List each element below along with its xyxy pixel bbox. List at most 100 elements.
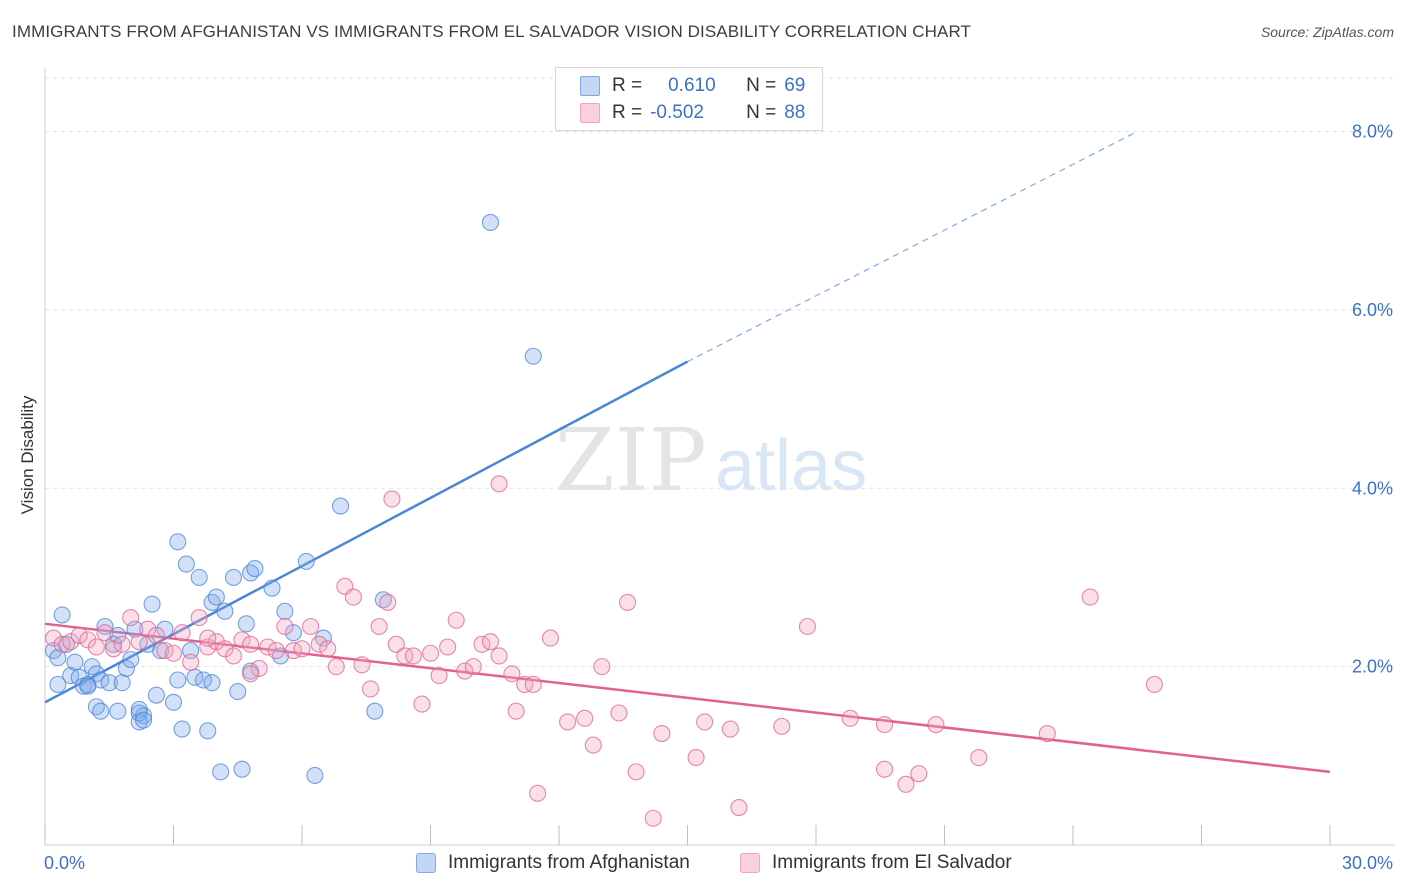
data-point (70, 626, 88, 644)
data-point (327, 658, 345, 676)
data-point (490, 475, 508, 493)
legend-n-label: N = (746, 102, 777, 123)
data-point (147, 686, 165, 704)
data-point (897, 775, 915, 793)
y-axis-label: Vision Disability (18, 395, 37, 514)
data-point (199, 629, 217, 647)
data-point (212, 763, 230, 781)
data-point (383, 490, 401, 508)
data-point (139, 620, 157, 638)
data-point (182, 642, 200, 660)
data-point (79, 677, 97, 695)
data-point (696, 713, 714, 731)
data-point (361, 680, 380, 698)
data-point (841, 709, 859, 727)
data-point (559, 713, 577, 731)
data-point (259, 638, 277, 656)
data-point (276, 602, 294, 620)
x-tick-label: 0.0% (44, 853, 85, 873)
data-point (541, 629, 559, 647)
data-point (237, 615, 255, 633)
data-point (156, 620, 174, 638)
data-point (216, 602, 234, 620)
data-point (117, 659, 135, 677)
data-point (169, 671, 187, 689)
data-point (199, 638, 217, 656)
data-point (147, 626, 165, 644)
legend-r-value: -0.502 (650, 102, 704, 123)
data-point (456, 662, 474, 680)
series-afghanistan (45, 213, 542, 784)
chart-title: IMMIGRANTS FROM AFGHANISTAN VS IMMIGRANT… (12, 22, 972, 41)
data-point (100, 674, 118, 692)
data-point (104, 635, 123, 653)
data-point (627, 763, 645, 781)
data-point (113, 635, 131, 653)
data-point (190, 568, 208, 586)
data-point (875, 716, 894, 734)
data-point (910, 765, 928, 783)
watermark-zip: ZIP (555, 411, 707, 511)
data-point (430, 666, 448, 685)
legend-swatch-blue (416, 853, 436, 873)
data-point (970, 749, 988, 767)
data-point (529, 784, 547, 802)
data-point (276, 617, 294, 636)
data-point (199, 722, 217, 740)
data-point (344, 588, 362, 606)
chart-source: Source: ZipAtlas.com (1260, 24, 1394, 40)
data-point (62, 633, 80, 651)
data-point (721, 720, 739, 738)
data-point (576, 709, 594, 727)
legend-item-el-salvador: Immigrants from El Salvador (740, 852, 1012, 874)
data-point (490, 647, 508, 665)
data-point (216, 640, 234, 658)
data-point (143, 595, 161, 613)
data-point (524, 675, 542, 694)
data-point (109, 626, 127, 644)
data-point (109, 702, 127, 720)
legend-swatch-pink (580, 103, 600, 123)
data-point (503, 665, 521, 683)
data-point (1081, 588, 1099, 606)
data-point (122, 650, 140, 669)
series-el-salvador (45, 475, 1163, 827)
data-point (87, 638, 105, 656)
data-point (45, 629, 63, 647)
data-point (267, 642, 285, 660)
data-point (246, 559, 264, 578)
legend-r-value: 0.610 (668, 75, 716, 96)
data-point (353, 656, 371, 674)
data-point (524, 347, 542, 365)
legend-label-afghanistan: Immigrants from Afghanistan (448, 852, 690, 873)
data-point (331, 497, 350, 515)
data-point (421, 644, 440, 662)
y-tick-label: 2.0% (1352, 657, 1393, 677)
data-point (306, 766, 324, 784)
data-point (164, 644, 183, 662)
data-point (182, 653, 200, 671)
tick-labels: 2.0% 4.0% 6.0% 8.0% 0.0% 30.0% (44, 122, 1393, 873)
data-point (439, 638, 457, 656)
data-point (396, 647, 414, 665)
data-point (464, 658, 482, 676)
data-point (169, 533, 187, 551)
data-point (297, 552, 315, 570)
data-point (366, 702, 384, 720)
data-point (798, 617, 816, 636)
data-point (584, 736, 602, 754)
legend-item-afghanistan: Immigrants from Afghanistan (416, 852, 690, 874)
data-point (49, 675, 67, 694)
data-point (207, 633, 225, 651)
data-point (644, 809, 662, 827)
legend-r-label: R = (612, 102, 643, 123)
data-point (284, 642, 302, 660)
data-point (49, 649, 67, 667)
x-tick-label: 30.0% (1342, 853, 1393, 873)
data-point (516, 675, 534, 694)
legend-n-value: 69 (784, 75, 806, 96)
legend-swatch-pink (740, 853, 760, 873)
data-point (53, 606, 71, 624)
data-point (224, 568, 243, 586)
